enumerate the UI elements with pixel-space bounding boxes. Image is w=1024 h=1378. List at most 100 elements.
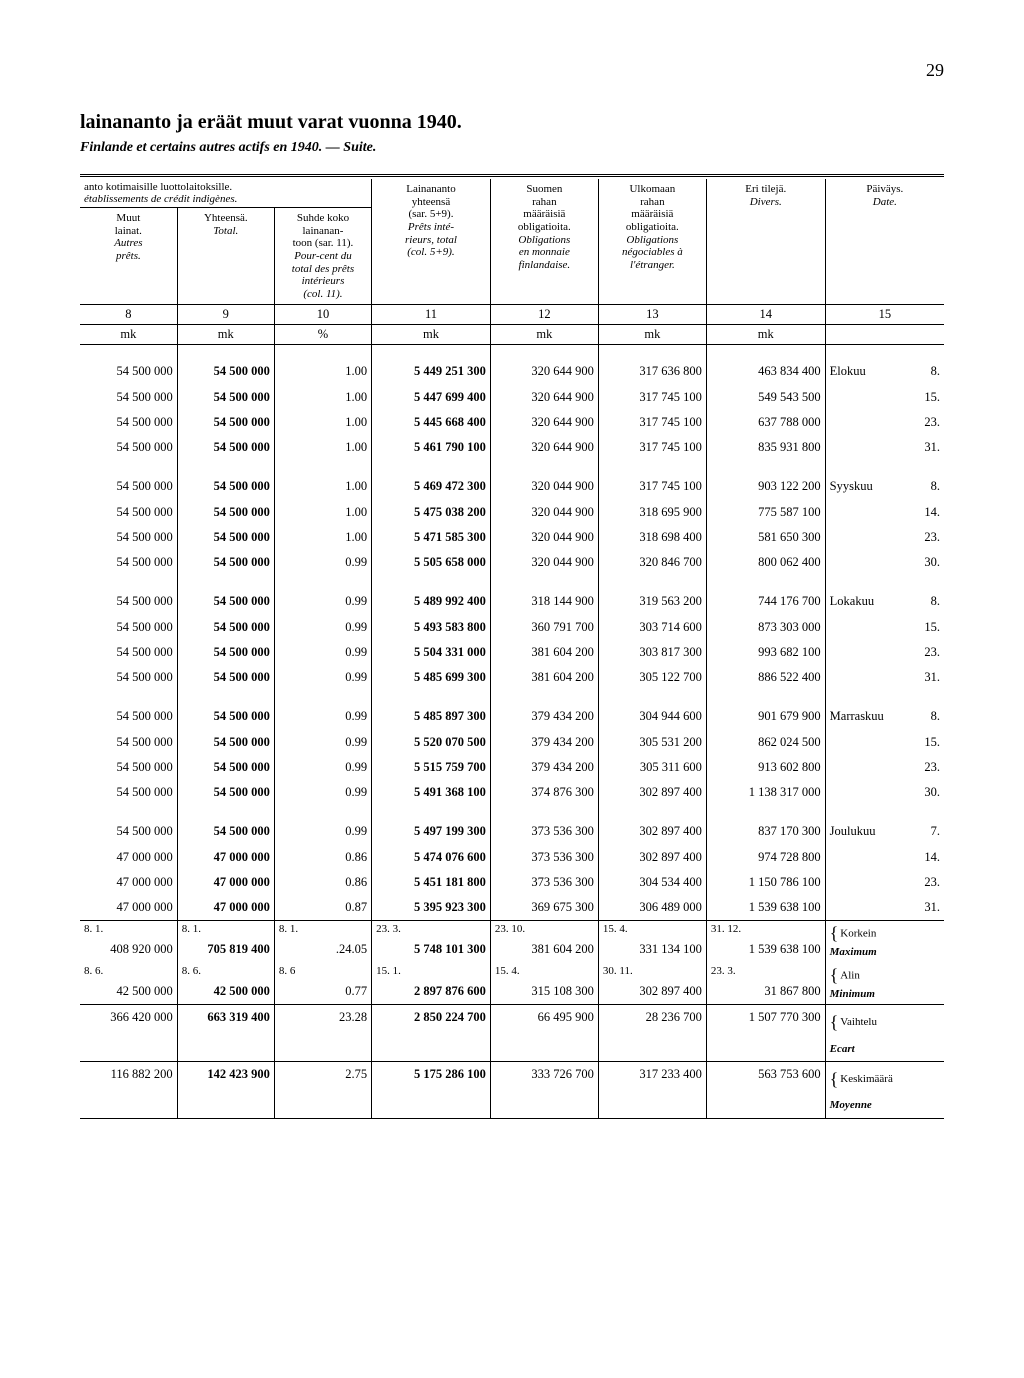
cell: 317 636 800 <box>598 359 706 384</box>
cell: 54 500 000 <box>80 474 177 499</box>
col-8-header: Muut lainat. Autres prêts. <box>80 208 177 305</box>
cell: 873 303 000 <box>706 615 825 640</box>
cell: 5 447 699 400 <box>372 385 491 410</box>
cell: 549 543 500 <box>706 385 825 410</box>
cell: 5 445 668 400 <box>372 410 491 435</box>
table-row: 54 500 00054 500 0001.005 449 251 300320… <box>80 359 944 384</box>
day: 31. <box>912 665 944 690</box>
data-table: anto kotimaisille luottolaitoksille. éta… <box>80 174 944 1119</box>
cell: 54 500 000 <box>80 665 177 690</box>
cell: 381 604 200 <box>490 665 598 690</box>
cell: 0.86 <box>274 845 371 870</box>
cell: 303 817 300 <box>598 640 706 665</box>
page-subtitle: Finlande et certains autres actifs en 19… <box>80 140 944 156</box>
foot-date: 8. 6. <box>80 963 177 979</box>
cell: 5 451 181 800 <box>372 870 491 895</box>
cell: 993 682 100 <box>706 640 825 665</box>
cell: 0.99 <box>274 819 371 844</box>
foot-date: 23. 10. <box>490 921 598 938</box>
cell: 360 791 700 <box>490 615 598 640</box>
table-row: 54 500 00054 500 0000.995 497 199 300373… <box>80 819 944 844</box>
foot-date: 23. 3. <box>372 921 491 938</box>
foot-val: 366 420 000 <box>80 1004 177 1061</box>
cell: 320 044 900 <box>490 550 598 575</box>
cell: 5 489 992 400 <box>372 589 491 614</box>
cell: 54 500 000 <box>177 525 274 550</box>
month-label: Elokuu <box>825 359 911 384</box>
cell: 5 515 759 700 <box>372 755 491 780</box>
foot-date: 15. 4. <box>598 921 706 938</box>
cell: 637 788 000 <box>706 410 825 435</box>
cell: 5 493 583 800 <box>372 615 491 640</box>
cell: 379 434 200 <box>490 704 598 729</box>
cell: 5 485 699 300 <box>372 665 491 690</box>
col-15-header: Päiväys. Date. <box>825 179 944 305</box>
cell: 320 644 900 <box>490 385 598 410</box>
col-10-header: Suhde koko lainanan- toon (sar. 11). Pou… <box>274 208 371 305</box>
day: 23. <box>912 640 944 665</box>
cell: 305 531 200 <box>598 730 706 755</box>
cell: 320 644 900 <box>490 410 598 435</box>
cell: 54 500 000 <box>177 474 274 499</box>
foot-val: 563 753 600 <box>706 1061 825 1118</box>
table-row: 54 500 00054 500 0001.005 475 038 200320… <box>80 500 944 525</box>
foot-date: 8. 1. <box>80 921 177 938</box>
unit: mk <box>80 325 177 345</box>
table-row: 54 500 00054 500 0001.005 445 668 400320… <box>80 410 944 435</box>
cell: 317 745 100 <box>598 410 706 435</box>
cell: 302 897 400 <box>598 819 706 844</box>
foot-label-max: {KorkeinMaximum <box>825 921 944 963</box>
cell: 320 644 900 <box>490 435 598 460</box>
cell: 463 834 400 <box>706 359 825 384</box>
col-9-header: Yhteensä. Total. <box>177 208 274 305</box>
day: 15. <box>912 615 944 640</box>
cell: 54 500 000 <box>80 435 177 460</box>
cell: 901 679 900 <box>706 704 825 729</box>
cell: 837 170 300 <box>706 819 825 844</box>
table-row: 47 000 00047 000 0000.875 395 923 300369… <box>80 895 944 921</box>
table-row: 54 500 00054 500 0000.995 505 658 000320… <box>80 550 944 575</box>
foot-val: 2 850 224 700 <box>372 1004 491 1061</box>
cell: 305 122 700 <box>598 665 706 690</box>
table-row: 54 500 00054 500 0000.995 491 368 100374… <box>80 780 944 805</box>
table-row: 47 000 00047 000 0000.865 474 076 600373… <box>80 845 944 870</box>
unit: % <box>274 325 371 345</box>
colnum: 12 <box>490 305 598 325</box>
foot-val: 23.28 <box>274 1004 371 1061</box>
cell: 54 500 000 <box>177 385 274 410</box>
cell: 374 876 300 <box>490 780 598 805</box>
cell: 54 500 000 <box>177 435 274 460</box>
cell: 369 675 300 <box>490 895 598 921</box>
table-row: 54 500 00054 500 0000.995 493 583 800360… <box>80 615 944 640</box>
day: 31. <box>912 435 944 460</box>
cell: 54 500 000 <box>80 525 177 550</box>
cell: 0.86 <box>274 870 371 895</box>
colnum: 10 <box>274 305 371 325</box>
cell: 775 587 100 <box>706 500 825 525</box>
cell: 379 434 200 <box>490 730 598 755</box>
colnum: 11 <box>372 305 491 325</box>
cell: 47 000 000 <box>177 895 274 921</box>
cell: 5 461 790 100 <box>372 435 491 460</box>
day: 31. <box>912 895 944 921</box>
cell: 886 522 400 <box>706 665 825 690</box>
foot-val: 28 236 700 <box>598 1004 706 1061</box>
cell: 1.00 <box>274 500 371 525</box>
cell: 1.00 <box>274 525 371 550</box>
unit: mk <box>490 325 598 345</box>
cell: 54 500 000 <box>80 589 177 614</box>
cell: 54 500 000 <box>177 819 274 844</box>
day: 7. <box>912 819 944 844</box>
day: 14. <box>912 845 944 870</box>
cell: 0.99 <box>274 550 371 575</box>
cell: 1.00 <box>274 359 371 384</box>
cell: 318 698 400 <box>598 525 706 550</box>
foot-val: 331 134 100 <box>598 937 706 962</box>
cell: 306 489 000 <box>598 895 706 921</box>
cell: 5 469 472 300 <box>372 474 491 499</box>
page-title: lainananto ja eräät muut varat vuonna 19… <box>80 111 944 134</box>
table-row: 54 500 00054 500 0001.005 471 585 300320… <box>80 525 944 550</box>
month-label: Syyskuu <box>825 474 911 499</box>
cell: 54 500 000 <box>177 550 274 575</box>
cell: 54 500 000 <box>80 550 177 575</box>
